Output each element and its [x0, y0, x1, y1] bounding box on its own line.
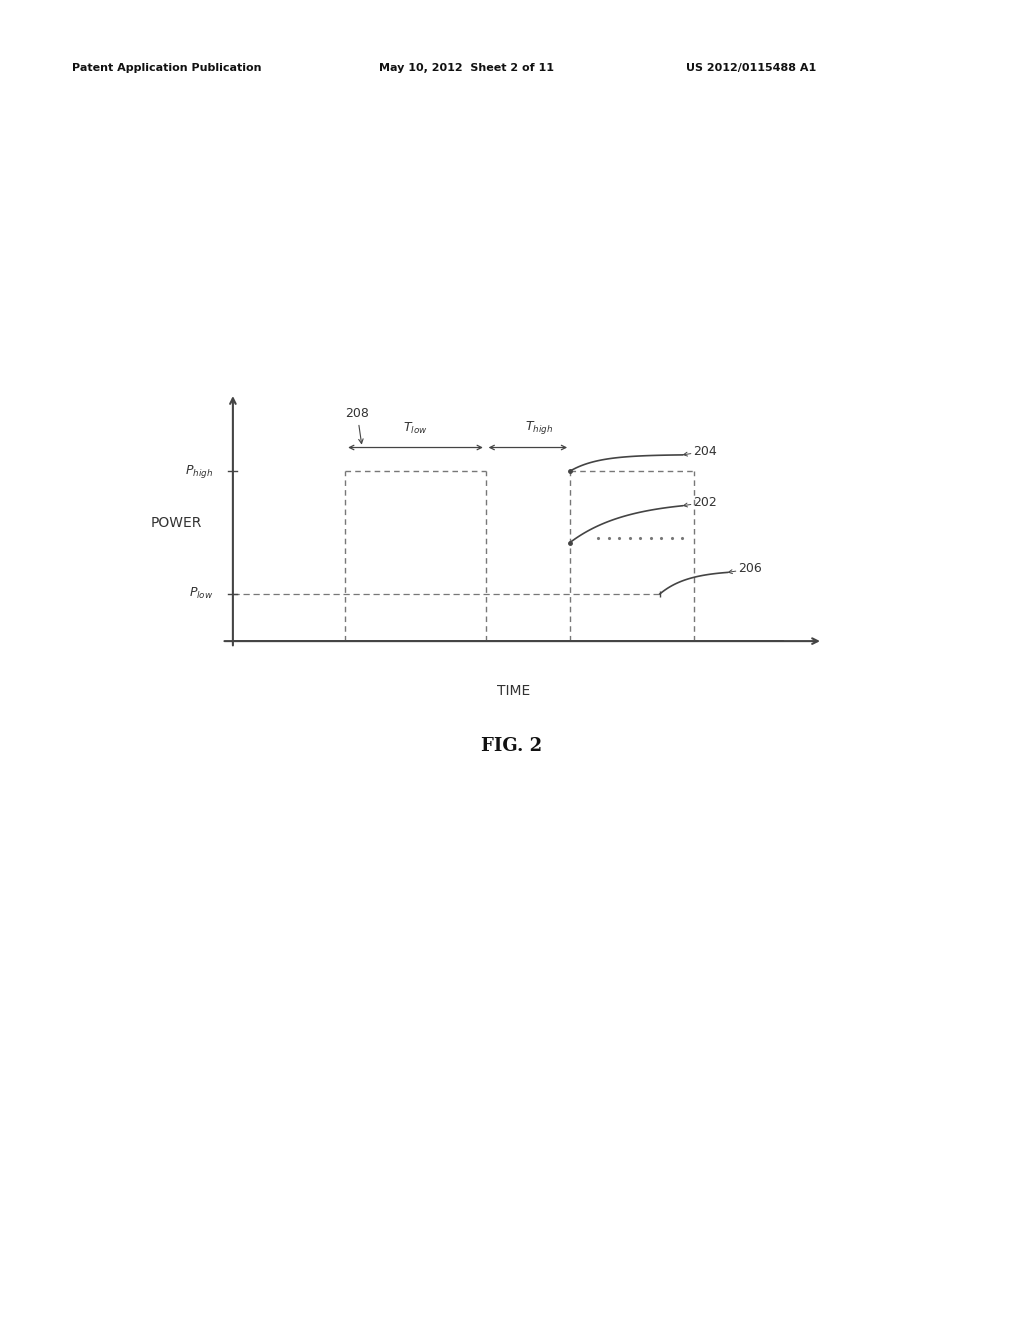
- Text: 204: 204: [683, 445, 718, 458]
- Text: May 10, 2012  Sheet 2 of 11: May 10, 2012 Sheet 2 of 11: [379, 63, 554, 74]
- Text: POWER: POWER: [151, 516, 203, 531]
- Text: US 2012/0115488 A1: US 2012/0115488 A1: [686, 63, 816, 74]
- Text: $P_{low}$: $P_{low}$: [188, 586, 213, 602]
- Text: 202: 202: [683, 496, 718, 508]
- Text: Patent Application Publication: Patent Application Publication: [72, 63, 261, 74]
- Text: 206: 206: [728, 562, 762, 576]
- Text: $T_{low}$: $T_{low}$: [403, 421, 428, 436]
- Text: 208: 208: [345, 407, 369, 444]
- Text: $P_{high}$: $P_{high}$: [185, 462, 213, 479]
- Text: $T_{high}$: $T_{high}$: [525, 418, 553, 436]
- Text: TIME: TIME: [498, 684, 530, 697]
- Text: FIG. 2: FIG. 2: [481, 737, 543, 755]
